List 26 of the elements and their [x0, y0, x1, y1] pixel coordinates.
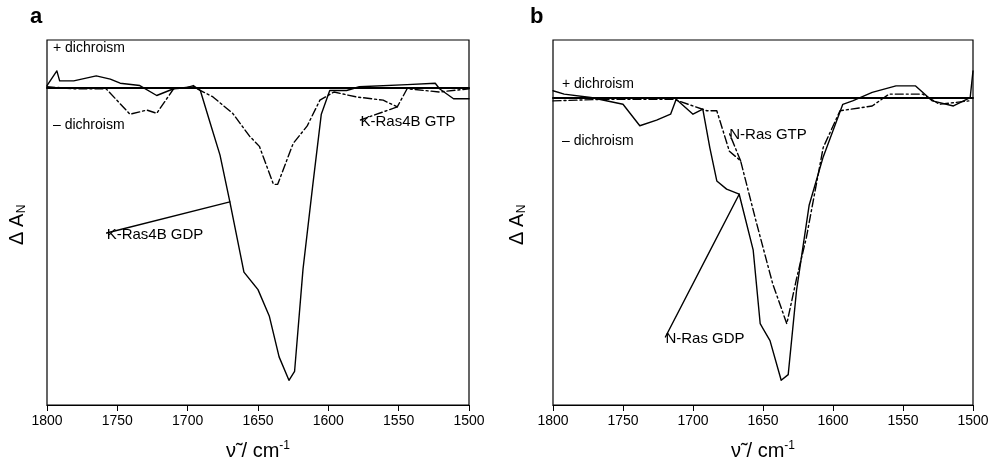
x-tick-label: 1800 — [537, 412, 569, 428]
x-tick-label: 1550 — [383, 412, 415, 428]
annotation: – dichroism — [53, 116, 125, 132]
x-tick-label: 1500 — [957, 412, 989, 428]
series-label: K-Ras4B GTP — [360, 111, 456, 129]
x-tick-label: 1750 — [607, 412, 639, 428]
text: K-Ras4B GDP — [106, 224, 204, 242]
x-tick-label: 1800 — [31, 412, 63, 428]
chart-title: a — [30, 2, 43, 28]
x-tick-label: 1500 — [453, 412, 485, 428]
y-axis-title: Δ AN — [505, 204, 528, 245]
x-tick-label: 1600 — [817, 412, 849, 428]
chart-title: b — [530, 2, 544, 28]
series-label: N-Ras GDP — [665, 328, 745, 346]
x-tick-label: 1650 — [242, 412, 274, 428]
x-tick-label: 1750 — [101, 412, 134, 428]
x-tick-label: 1650 — [747, 412, 779, 428]
series-label: N-Ras GTP — [729, 124, 807, 142]
annotation: – dichroism — [562, 132, 634, 148]
y-axis-title: Δ AN — [5, 204, 28, 245]
text: + dichroism — [53, 39, 125, 55]
x-tick-label: 1600 — [312, 412, 345, 428]
x-tick-label: 1550 — [887, 412, 919, 428]
annotation: + dichroism — [562, 75, 634, 91]
x-tick-label: 1700 — [172, 412, 204, 428]
x-tick-label: 1700 — [677, 412, 709, 428]
